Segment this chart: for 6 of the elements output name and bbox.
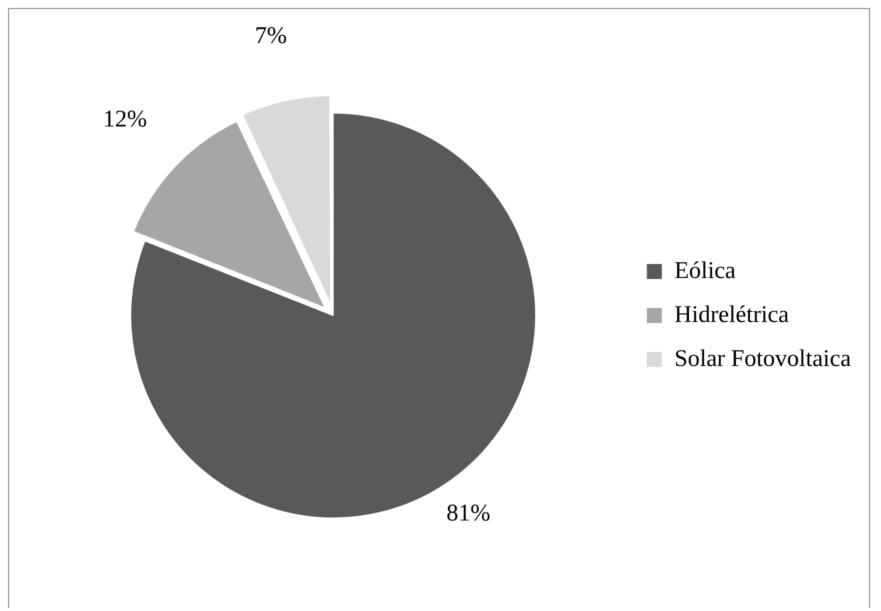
legend-label: Solar Fotovoltaica (674, 346, 852, 372)
legend-label: Hidrelétrica (674, 302, 790, 328)
legend-label: Eólica (674, 258, 736, 284)
data-label: 81% (446, 500, 490, 527)
data-label: 7% (254, 23, 287, 50)
data-label: 12% (103, 106, 148, 132)
